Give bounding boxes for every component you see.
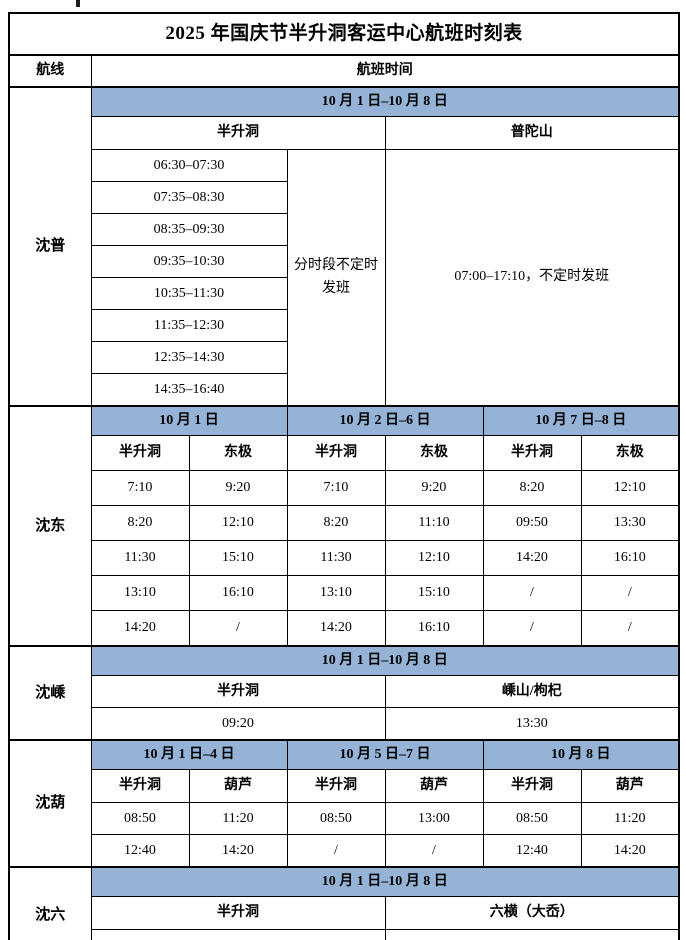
date-band-shensheng: 10 月 1 日–10 月 8 日 — [90, 645, 680, 676]
route-label-shendong: 沈东 — [8, 405, 92, 647]
time-cell: 11:30 — [90, 540, 190, 576]
port-header: 半升洞 — [482, 435, 582, 471]
port-header: 半升洞 — [286, 769, 386, 803]
time-cell: 12:10 — [188, 505, 288, 541]
time-cell: 14:20 — [482, 540, 582, 576]
watermark-artifact — [595, 897, 621, 901]
time-cell: / — [482, 610, 582, 647]
time-cell: 9:20 — [384, 470, 484, 506]
time-cell: 07:35–08:30 — [90, 181, 288, 214]
port-header: 东极 — [384, 435, 484, 471]
port-header: 东极 — [188, 435, 288, 471]
time-cell: 11:30 — [286, 540, 386, 576]
time-cell: 06:30–07:30 — [90, 149, 288, 182]
date-band-shenhu-3: 10 月 8 日 — [482, 739, 680, 770]
port-header-shensheng-from: 半升洞 — [90, 675, 386, 708]
date-band-shenliu: 10 月 1 日–10 月 8 日 — [90, 866, 680, 897]
time-cell: / — [580, 610, 680, 647]
time-cell: 14:20 — [286, 610, 386, 647]
port-header: 葫芦 — [188, 769, 288, 803]
time-cell: 13:10 — [286, 575, 386, 611]
time-cell: 16:10 — [188, 575, 288, 611]
time-cell: 10:35–11:30 — [90, 277, 288, 310]
time-cell: 12:10 — [384, 540, 484, 576]
time-cell: 8:20 — [286, 505, 386, 541]
timetable: 2025 年国庆节半升洞客运中心航班时刻表 航线 航班时间 沈普 10 月 1 … — [8, 12, 681, 940]
time-cell: / — [384, 834, 484, 868]
page-title: 2025 年国庆节半升洞客运中心航班时刻表 — [8, 12, 680, 56]
time-cell: 14:20 — [90, 610, 190, 647]
route-label-shenpu: 沈普 — [8, 86, 92, 407]
date-band-shenpu: 10 月 1 日–10 月 8 日 — [90, 86, 680, 117]
date-band-shenhu-1: 10 月 1 日–4 日 — [90, 739, 288, 770]
time-cell: 13:30 — [580, 505, 680, 541]
port-header-shenliu-to: 六横（大岙） — [384, 896, 680, 930]
time-cell: 14:20 — [580, 834, 680, 868]
time-cell: 11:35–12:30 — [90, 309, 288, 342]
time-cell: 13:30 — [384, 707, 680, 741]
time-cell: 08:35–09:30 — [90, 213, 288, 246]
time-cell: 11:10 — [384, 505, 484, 541]
time-cell: 09:20 — [90, 707, 386, 741]
time-cell: 8:20 — [90, 505, 190, 541]
time-cell: 08:50 — [482, 802, 582, 835]
time-cell: 8:20 — [482, 470, 582, 506]
time-cell: / — [286, 834, 386, 868]
time-cell: / — [188, 610, 288, 647]
port-header: 葫芦 — [384, 769, 484, 803]
time-cell: 12:40 — [482, 834, 582, 868]
time-cell: 7:10 — [90, 470, 190, 506]
col-header-time: 航班时间 — [90, 54, 680, 88]
watermark-artifact — [611, 930, 645, 935]
port-header: 半升洞 — [482, 769, 582, 803]
port-header-shensheng-to: 嵊山/枸杞 — [384, 675, 680, 708]
shenpu-to-note: 07:00–17:10，不定时发班 — [384, 149, 680, 407]
time-cell: 16:10 — [580, 540, 680, 576]
shenpu-from-note: 分时段不定时发班 — [286, 149, 386, 407]
time-cell: 12:40 — [90, 834, 190, 868]
port-header: 半升洞 — [286, 435, 386, 471]
watermark-artifact — [562, 930, 584, 935]
date-band-shenhu-2: 10 月 5 日–7 日 — [286, 739, 484, 770]
port-header: 葫芦 — [580, 769, 680, 803]
time-cell: 15:10 — [188, 540, 288, 576]
time-cell: 09:50 — [482, 505, 582, 541]
time-cell: 16:15 — [384, 929, 680, 940]
port-header-shenpu-to: 普陀山 — [384, 116, 680, 150]
col-header-route: 航线 — [8, 54, 92, 88]
port-header-shenliu-from: 半升洞 — [90, 896, 386, 930]
time-cell: 12:10 — [580, 470, 680, 506]
time-cell: 11:20 — [188, 802, 288, 835]
time-cell: 15:10 — [384, 575, 484, 611]
date-band-shendong-1: 10 月 1 日 — [90, 405, 288, 436]
time-cell: 14:20 — [188, 834, 288, 868]
time-cell: 07:05 — [90, 929, 386, 940]
route-label-shensheng: 沈嵊 — [8, 645, 92, 741]
port-header-shenpu-from: 半升洞 — [90, 116, 386, 150]
time-cell: 08:50 — [90, 802, 190, 835]
time-cell: 14:35–16:40 — [90, 373, 288, 407]
port-header: 半升洞 — [90, 769, 190, 803]
date-band-shendong-2: 10 月 2 日–6 日 — [286, 405, 484, 436]
watermark-artifact — [638, 897, 668, 901]
time-cell: 13:00 — [384, 802, 484, 835]
time-cell: 12:35–14:30 — [90, 341, 288, 374]
time-cell: 13:10 — [90, 575, 190, 611]
port-header: 东极 — [580, 435, 680, 471]
time-cell: 7:10 — [286, 470, 386, 506]
time-cell: 08:50 — [286, 802, 386, 835]
port-header: 半升洞 — [90, 435, 190, 471]
time-cell: 16:10 — [384, 610, 484, 647]
screenshot-artifact-tick — [76, 0, 80, 7]
time-cell: / — [580, 575, 680, 611]
route-label-shenhu: 沈葫 — [8, 739, 92, 868]
date-band-shendong-3: 10 月 7 日–8 日 — [482, 405, 680, 436]
time-cell: / — [482, 575, 582, 611]
time-cell: 11:20 — [580, 802, 680, 835]
time-cell: 9:20 — [188, 470, 288, 506]
time-cell: 09:35–10:30 — [90, 245, 288, 278]
watermark-artifact — [656, 930, 672, 935]
route-label-shenliu: 沈六 — [8, 866, 92, 940]
